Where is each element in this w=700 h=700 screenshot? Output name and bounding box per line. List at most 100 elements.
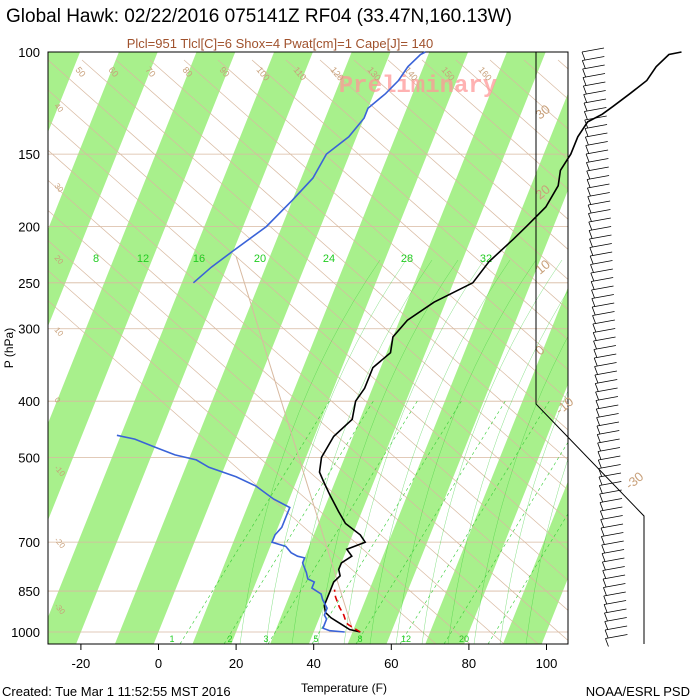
isotherm-band — [48, 52, 158, 327]
wind-barb-flag — [597, 459, 602, 469]
wind-barb — [597, 438, 620, 444]
wind-barb-flag — [585, 153, 590, 163]
wind-barb-flag — [596, 434, 601, 443]
wind-barb — [599, 498, 623, 503]
wind-barb — [593, 328, 616, 333]
dry-adiabat-label: 90 — [217, 65, 231, 79]
moist-adiabat-label: -30 — [622, 469, 646, 493]
wind-barb — [591, 277, 614, 282]
dry-adiabat — [48, 59, 568, 521]
y-tick-label: 200 — [18, 220, 40, 235]
reference-profile — [235, 255, 353, 630]
isotherm-band — [48, 52, 313, 644]
y-tick-label: 1000 — [11, 625, 40, 640]
dry-adiabat — [48, 179, 568, 641]
moist-adiabat — [343, 259, 485, 644]
wind-barb — [587, 175, 610, 180]
wind-barb-flag — [583, 94, 588, 103]
wind-barb — [588, 217, 611, 223]
wind-barb — [599, 489, 622, 495]
series-dewpoint — [116, 434, 345, 633]
moist-adiabat — [421, 259, 563, 644]
x-tick-label: 60 — [384, 656, 398, 671]
wind-barb — [601, 549, 625, 554]
moist-adiabat — [473, 335, 568, 644]
isotherm-band — [48, 52, 81, 133]
dry-adiabat — [285, 59, 568, 310]
wind-barb — [603, 574, 626, 580]
wind-barb — [582, 56, 605, 61]
chart-subtitle: Plcl=951 Tlcl[C]=6 Shox=4 Pwat[cm]=1 Cap… — [126, 36, 434, 51]
mixing-ratio-label: 12 — [137, 253, 149, 265]
created-timestamp: Created: Tue Mar 1 11:52:55 MST 2016 — [2, 684, 231, 699]
mixing-ratio-label: 24 — [323, 253, 335, 265]
x-tick-label: 100 — [536, 656, 558, 671]
chart-title: Global Hawk: 02/22/2016 075141Z RF04 (33… — [6, 6, 512, 27]
y-axis-label: P (hPa) — [2, 328, 16, 368]
wind-barb-flag — [584, 128, 589, 137]
dry-adiabat-label: 50 — [73, 65, 87, 79]
wind-barb-flag — [590, 272, 595, 282]
wind-barb-flag — [582, 68, 587, 78]
wind-barb-flag — [582, 77, 587, 86]
mixing-ratio-label: 16 — [193, 253, 205, 265]
dry-adiabat — [592, 60, 700, 644]
x-tick-label: -20 — [72, 656, 91, 671]
wind-barb — [592, 311, 615, 316]
dry-adiabat-label: 70 — [143, 65, 157, 79]
wind-barb-flag — [605, 638, 609, 647]
dry-adiabat-label: 60 — [106, 65, 120, 79]
wind-barb — [594, 353, 617, 359]
wind-barb — [596, 413, 619, 418]
series-parcel — [333, 589, 361, 633]
mixing-ratio-label-bottom: 20 — [459, 634, 469, 644]
moist-adiabat — [265, 259, 407, 644]
moist-adiabat-label: 30 — [532, 102, 553, 123]
x-tick-label: 0 — [155, 656, 162, 671]
wind-barb-flag — [591, 289, 595, 299]
wind-barb — [598, 464, 621, 469]
isotherm-band — [502, 481, 568, 644]
dry-adiabat — [48, 209, 539, 644]
wind-barb — [602, 557, 625, 563]
credit-text: NOAA/ESRL PSD — [585, 684, 690, 699]
isotherm-band — [347, 93, 568, 644]
wind-barb-flag — [588, 221, 593, 231]
wind-barb — [597, 447, 621, 452]
wind-barb — [588, 209, 611, 214]
wind-barb-flag — [604, 621, 609, 630]
moist-adiabat — [447, 290, 568, 644]
wind-barb-flag — [603, 595, 608, 605]
wind-barb-flag — [604, 629, 609, 639]
y-tick-label: 300 — [18, 322, 40, 337]
wind-barb — [604, 617, 627, 622]
wind-barb — [583, 98, 607, 104]
wind-barb — [583, 81, 606, 87]
wind-barb — [602, 566, 625, 571]
dry-adiabat — [48, 89, 568, 551]
moist-adiabat — [291, 259, 433, 644]
series-temperature — [318, 51, 682, 633]
y-tick-label: 500 — [18, 450, 40, 465]
wind-barb-flag — [601, 553, 606, 562]
moist-adiabat — [525, 458, 568, 644]
wind-barb — [604, 600, 627, 605]
wind-barb — [582, 64, 605, 70]
mixing-ratio-label: 32 — [480, 253, 492, 265]
wind-barb — [605, 625, 628, 631]
dry-adiabat-label-left: 10 — [52, 326, 65, 339]
wind-barb — [595, 387, 618, 393]
wind-barb — [595, 396, 619, 401]
dry-adiabat — [183, 59, 568, 401]
wind-barb-flag — [586, 170, 591, 180]
wind-barb — [592, 319, 615, 325]
wind-barb-flag — [599, 493, 604, 503]
wind-barb-flag — [591, 306, 596, 316]
wind-barb-flag — [603, 604, 608, 613]
wind-barb — [586, 149, 609, 155]
dry-adiabat — [48, 240, 505, 644]
wind-barb — [594, 370, 617, 376]
moist-adiabat — [499, 390, 568, 644]
wind-barb-flag — [583, 102, 588, 112]
